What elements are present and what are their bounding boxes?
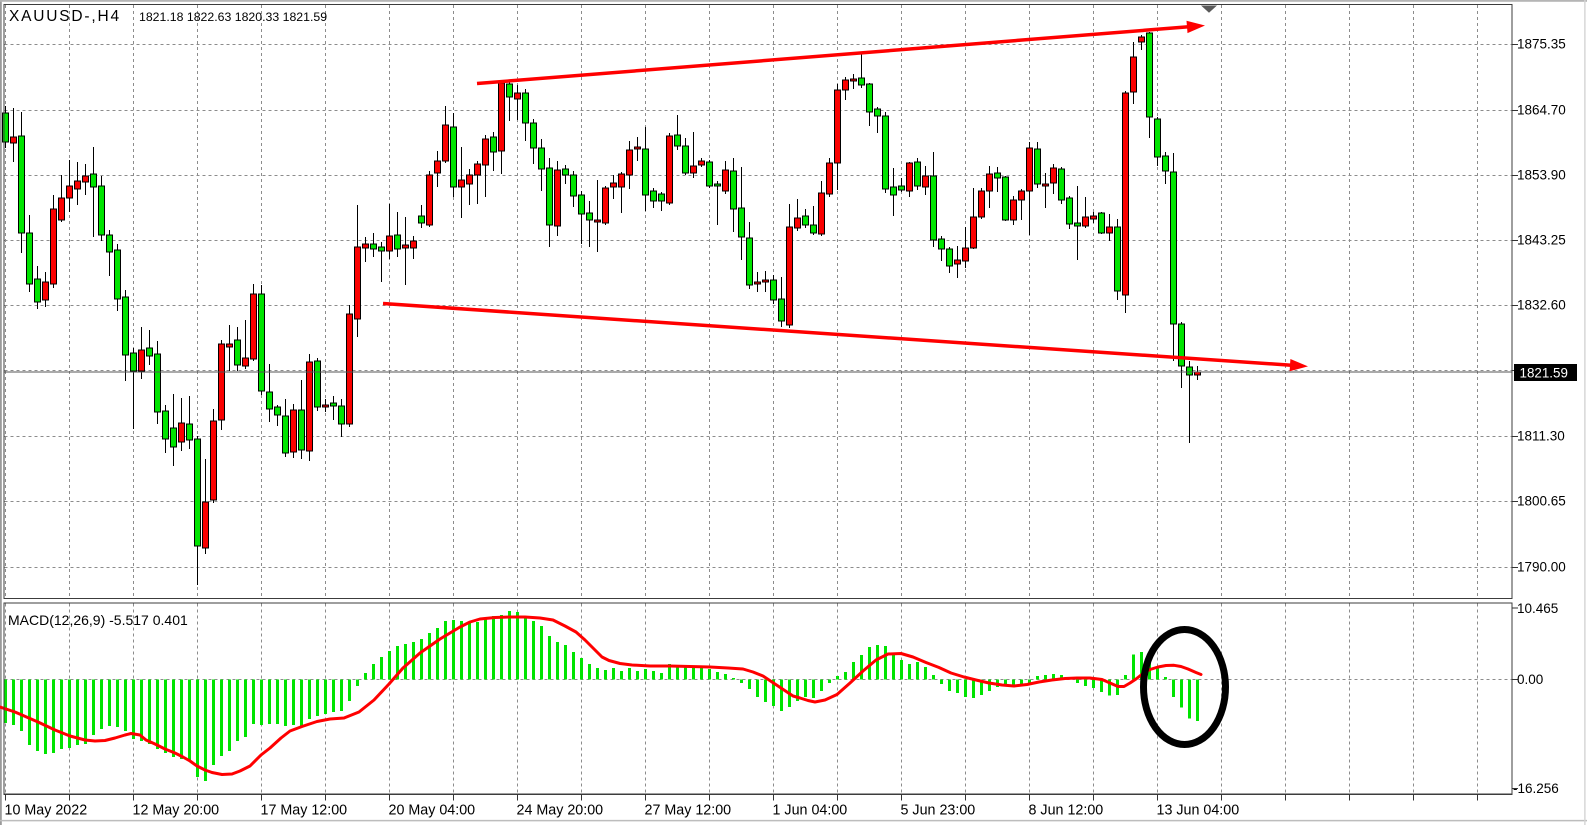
svg-text:8 Jun 12:00: 8 Jun 12:00 (1029, 803, 1104, 819)
svg-text:1864.70: 1864.70 (1517, 103, 1566, 118)
svg-text:1 Jun 04:00: 1 Jun 04:00 (773, 803, 848, 819)
svg-text:17 May 12:00: 17 May 12:00 (261, 803, 348, 819)
svg-text:XAUUSD-,H4: XAUUSD-,H4 (9, 8, 121, 25)
svg-text:1821.18 1822.63 1820.33 1821.5: 1821.18 1822.63 1820.33 1821.59 (139, 10, 327, 24)
svg-text:1821.59: 1821.59 (1520, 365, 1568, 380)
svg-text:1811.30: 1811.30 (1517, 429, 1565, 444)
svg-text:20 May 04:00: 20 May 04:00 (389, 803, 476, 819)
svg-text:1790.00: 1790.00 (1517, 560, 1566, 575)
svg-text:1853.90: 1853.90 (1517, 168, 1566, 183)
svg-text:13 Jun 04:00: 13 Jun 04:00 (1157, 803, 1240, 819)
svg-text:27 May 12:00: 27 May 12:00 (645, 803, 732, 819)
svg-text:MACD(12,26,9) -5.517 0.401: MACD(12,26,9) -5.517 0.401 (8, 612, 188, 628)
svg-text:5 Jun 23:00: 5 Jun 23:00 (901, 803, 976, 819)
svg-text:1875.35: 1875.35 (1517, 37, 1566, 52)
svg-text:10 May 2022: 10 May 2022 (5, 803, 88, 819)
svg-text:10.465: 10.465 (1517, 601, 1558, 616)
svg-text:0.00: 0.00 (1517, 672, 1543, 687)
svg-text:1843.25: 1843.25 (1517, 233, 1566, 248)
svg-text:1832.60: 1832.60 (1517, 298, 1566, 313)
svg-text:24 May 20:00: 24 May 20:00 (517, 803, 604, 819)
svg-text:-16.256: -16.256 (1513, 781, 1559, 796)
svg-text:1800.65: 1800.65 (1517, 494, 1566, 509)
svg-text:12 May 20:00: 12 May 20:00 (133, 803, 220, 819)
